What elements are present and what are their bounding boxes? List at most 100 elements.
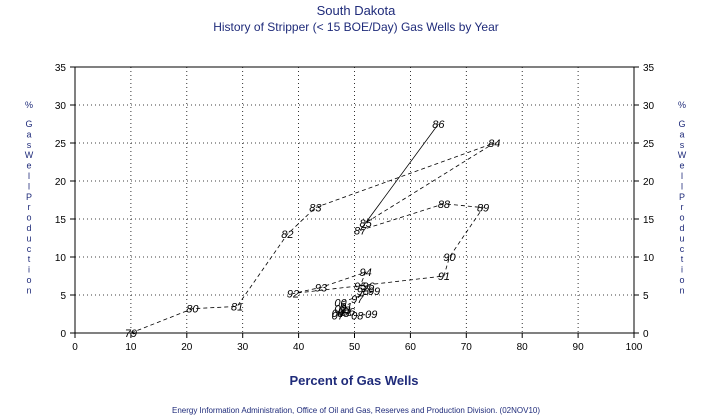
x-tick-label: 70 xyxy=(461,342,473,353)
point-label-99: 99 xyxy=(368,286,380,298)
y-tick-label-right: 20 xyxy=(643,177,655,188)
y-label-char: l xyxy=(681,181,683,191)
y-label-char: a xyxy=(679,129,684,139)
y-label-char: o xyxy=(26,213,31,223)
point-label-86: 86 xyxy=(432,119,445,131)
x-tick-label: 100 xyxy=(626,342,643,353)
y-label-char: i xyxy=(28,265,30,275)
y-label-char: c xyxy=(680,244,685,254)
y-label-char: s xyxy=(680,140,685,150)
trajectory-line-solid xyxy=(359,123,439,231)
y-tick-label-right: 15 xyxy=(643,215,655,226)
y-tick-label-right: 0 xyxy=(643,329,649,340)
point-label-94: 94 xyxy=(360,267,372,279)
y-label-char: G xyxy=(678,119,685,129)
y-tick-label-right: 35 xyxy=(643,63,655,74)
y-tick-label-left: 0 xyxy=(60,329,66,340)
y-label-char: G xyxy=(25,119,32,129)
y-tick-label-right: 30 xyxy=(643,101,655,112)
point-label-82: 82 xyxy=(281,229,293,241)
y-label-char: P xyxy=(679,192,685,202)
chart-title: South Dakota xyxy=(317,3,397,18)
x-tick-label: 40 xyxy=(293,342,305,353)
y-tick-label-left: 25 xyxy=(55,139,67,150)
y-label-char: a xyxy=(26,129,31,139)
y-label-char: l xyxy=(28,181,30,191)
y-label-char: P xyxy=(26,192,32,202)
y-label-char: r xyxy=(28,202,31,212)
x-axis-label: Percent of Gas Wells xyxy=(289,373,418,388)
point-label-09: 09 xyxy=(365,309,377,321)
point-label-80: 80 xyxy=(186,304,199,316)
x-tick-label: 90 xyxy=(573,342,585,353)
y-label-char: n xyxy=(26,285,31,295)
gridlines xyxy=(75,67,634,333)
y-label-char: o xyxy=(679,275,684,285)
y-label-char: % xyxy=(25,100,33,110)
point-label-84: 84 xyxy=(488,138,500,150)
y-label-char: o xyxy=(679,213,684,223)
point-label-08: 08 xyxy=(351,311,364,323)
y-tick-label-right: 25 xyxy=(643,139,655,150)
point-label-89: 89 xyxy=(477,203,489,215)
point-label-85: 85 xyxy=(360,218,373,230)
y-label-char: % xyxy=(678,100,686,110)
y-label-char: c xyxy=(27,244,32,254)
point-label-96: 96 xyxy=(362,281,375,293)
point-label-98: 98 xyxy=(357,286,370,298)
point-label-02: 02 xyxy=(334,304,346,316)
point-label-93: 93 xyxy=(315,282,328,294)
source-note: Energy Information Administration, Offic… xyxy=(172,406,540,415)
y-tick-label-left: 30 xyxy=(55,101,67,112)
y-tick-label-right: 10 xyxy=(643,253,655,264)
chart-subtitle: History of Stripper (< 15 BOE/Day) Gas W… xyxy=(213,20,499,34)
y-tick-label-left: 10 xyxy=(55,253,67,264)
point-label-00: 00 xyxy=(334,298,347,310)
trajectory-line-late xyxy=(292,203,484,316)
trajectory-line xyxy=(130,142,495,334)
y-label-char: u xyxy=(26,233,31,243)
y-label-char: l xyxy=(28,171,30,181)
point-label-95: 95 xyxy=(354,281,367,293)
point-label-01: 01 xyxy=(340,301,352,313)
point-label-97: 97 xyxy=(351,294,364,306)
point-label-81: 81 xyxy=(231,301,243,313)
y-label-char: l xyxy=(681,171,683,181)
x-tick-label: 30 xyxy=(237,342,249,353)
point-label-83: 83 xyxy=(309,203,322,215)
y-label-char: s xyxy=(27,140,32,150)
y-label-char: i xyxy=(681,265,683,275)
point-label-92: 92 xyxy=(287,288,299,300)
y-label-char: W xyxy=(25,150,34,160)
y-label-char: d xyxy=(679,223,684,233)
x-tick-label: 60 xyxy=(405,342,417,353)
point-label-90: 90 xyxy=(443,252,456,264)
y-label-char: n xyxy=(679,285,684,295)
y-label-char: t xyxy=(28,254,31,264)
point-label-79: 79 xyxy=(125,328,137,340)
x-tick-label: 20 xyxy=(181,342,193,353)
y-label-char: e xyxy=(679,161,684,171)
x-tick-label: 50 xyxy=(349,342,361,353)
x-tick-label: 0 xyxy=(72,342,78,353)
point-label-91: 91 xyxy=(438,271,450,283)
y-tick-label-left: 15 xyxy=(55,215,67,226)
y-label-char: t xyxy=(681,254,684,264)
y-label-char: W xyxy=(678,150,687,160)
y-label-char: e xyxy=(26,161,31,171)
point-label-04: 04 xyxy=(332,308,344,320)
year-points: 79 80 81 82 83 84 85 86 87 88 89 90 91 92 93 94 95969798… xyxy=(125,119,501,340)
y-label-char: o xyxy=(26,275,31,285)
point-label-05: 05 xyxy=(337,308,350,320)
point-label-87: 87 xyxy=(354,225,367,237)
y-label-char: d xyxy=(26,223,31,233)
point-label-88: 88 xyxy=(438,199,451,211)
y-tick-label-left: 35 xyxy=(55,63,67,74)
point-label-06: 06 xyxy=(343,307,356,319)
y-tick-label-right: 5 xyxy=(643,291,649,302)
y-tick-label-left: 5 xyxy=(60,291,66,302)
point-label-03: 03 xyxy=(338,305,351,317)
